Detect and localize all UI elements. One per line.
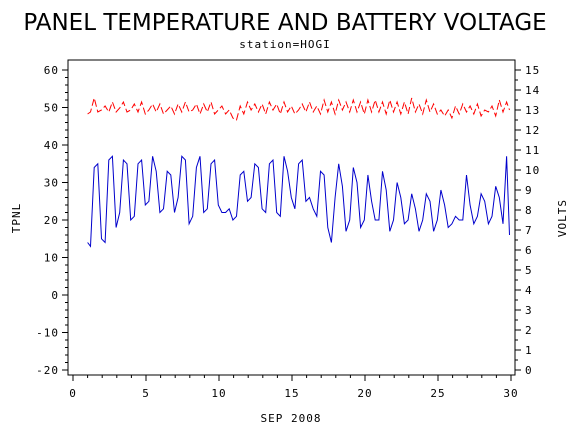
y-left-tick-label: 50 [44,102,59,115]
x-tick-label: 0 [69,387,77,400]
y-right-tick-label: 13 [525,104,540,117]
x-tick-label: 20 [357,387,372,400]
chart-title: PANEL TEMPERATURE AND BATTERY VOLTAGE [23,10,546,36]
y-right-tick-label: 5 [525,264,533,277]
y-axis-left-label: TPNL [10,203,23,234]
y-right-tick-label: 9 [525,184,533,197]
x-tick-label: 10 [211,387,226,400]
series-line-tpnl [87,155,510,248]
series-layer [87,96,510,248]
x-axis: 0 5 10 15 20 25 30 [69,375,518,400]
y-right-tick-label: 2 [525,324,533,337]
x-tick-label: 25 [430,387,445,400]
y-right-tick-label: 1 [525,344,533,357]
series-line-volts [87,96,510,121]
y-right-tick-label: 10 [525,164,540,177]
y-axis-right-label: VOLTS [556,199,569,237]
y-left-tick-label: 60 [44,64,59,77]
y-left-tick-label: 20 [44,214,59,227]
x-tick-label: 15 [284,387,299,400]
y-right-tick-label: 15 [525,64,540,77]
y-right-tick-label: 7 [525,224,533,237]
y-left-tick-label: 40 [44,139,59,152]
y-left-tick-label: 0 [51,289,59,302]
chart-subtitle: station=HOGI [239,38,330,51]
y-left-tick-label: 10 [44,252,59,265]
y-right-tick-label: 14 [525,84,540,97]
x-tick-label: 5 [142,387,150,400]
y-left-tick-label: 30 [44,177,59,190]
y-right-tick-label: 0 [525,364,533,377]
y-right-tick-label: 12 [525,124,540,137]
y-left-tick-label: -20 [36,364,59,377]
y-right-tick-label: 3 [525,304,533,317]
y-right-tick-label: 8 [525,204,533,217]
x-axis-label: SEP 2008 [261,412,322,425]
y-axis-left: -20 -10 0 10 20 30 40 50 60 [36,64,68,377]
y-left-tick-label: -10 [36,327,59,340]
y-right-tick-label: 11 [525,144,540,157]
y-right-tick-label: 6 [525,244,533,257]
x-tick-label: 30 [503,387,518,400]
y-right-tick-label: 4 [525,284,533,297]
